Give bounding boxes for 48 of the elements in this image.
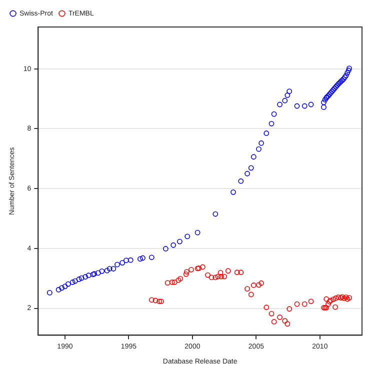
point [330, 296, 336, 302]
point [277, 314, 282, 320]
point [332, 304, 338, 310]
point [333, 295, 339, 301]
point [256, 282, 262, 288]
point [308, 298, 314, 304]
point [250, 282, 256, 288]
point [178, 276, 184, 282]
point [344, 296, 350, 302]
point [222, 274, 228, 280]
point [205, 272, 210, 278]
point [324, 296, 330, 302]
point [271, 319, 277, 324]
point [164, 280, 170, 286]
point [169, 280, 175, 285]
point [172, 280, 178, 285]
point [234, 270, 240, 276]
point [225, 268, 231, 274]
point [336, 294, 342, 300]
point [218, 274, 224, 280]
point [238, 270, 244, 276]
point [258, 280, 264, 286]
point [176, 277, 182, 283]
point [264, 304, 270, 310]
point [152, 298, 158, 304]
point [156, 298, 162, 304]
point [284, 321, 290, 327]
point [188, 266, 194, 272]
point [268, 310, 274, 316]
point [294, 301, 300, 307]
point [183, 271, 189, 277]
point [343, 294, 349, 300]
point [215, 274, 221, 280]
point [184, 269, 190, 274]
point [200, 264, 206, 270]
point [282, 318, 288, 324]
point [208, 274, 214, 280]
point [341, 296, 347, 302]
point [302, 301, 308, 307]
point [218, 270, 224, 276]
point [158, 298, 164, 304]
point [244, 286, 250, 292]
point [248, 292, 254, 298]
point [148, 297, 154, 303]
point [212, 274, 218, 280]
point [326, 301, 331, 307]
point [346, 295, 352, 300]
point [286, 306, 292, 312]
